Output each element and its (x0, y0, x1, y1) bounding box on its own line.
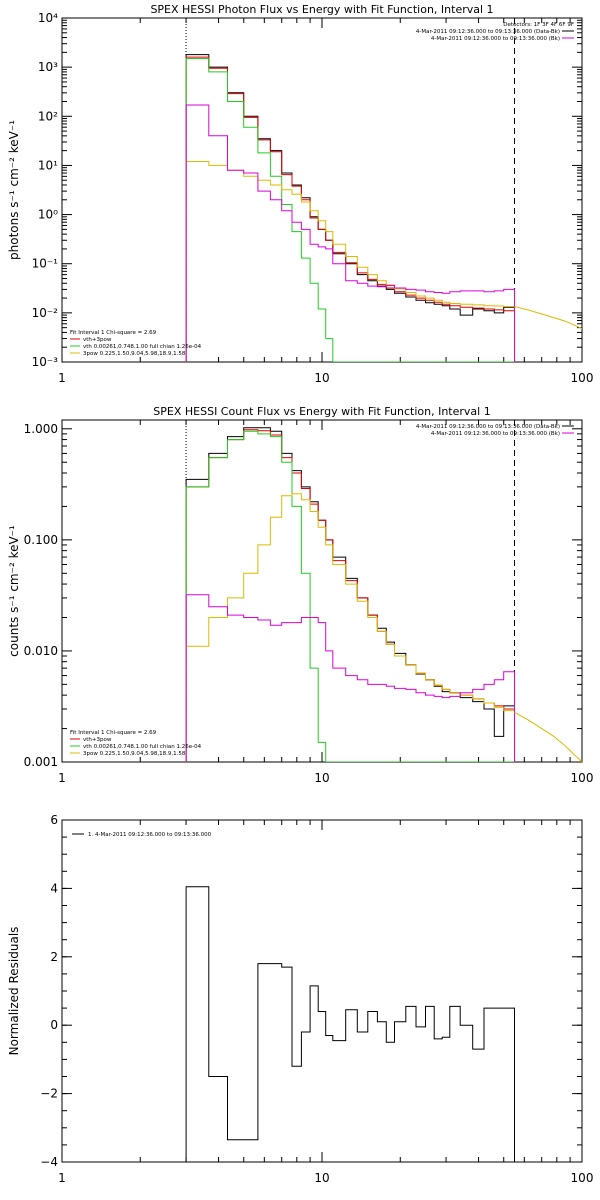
legend-entry-label: vth 0.00261,0.748,1.00 full chian 1.26e-… (83, 344, 202, 350)
x-tick-label: 100 (571, 1171, 594, 1185)
y-tick-label: 0.010 (24, 644, 58, 658)
y-tick-label: −4 (40, 1155, 58, 1169)
y-tick-label: 6 (50, 813, 58, 827)
x-tick-label: 1 (58, 1171, 66, 1185)
legend-entry-label: 4-Mar-2011 09:12:36.000 to 09:13:36.000 … (431, 431, 560, 437)
series-2-line (185, 430, 515, 762)
series-0-line (185, 427, 515, 762)
y-tick-label: 10⁻¹ (32, 257, 59, 271)
model-extension-line (514, 711, 582, 762)
legend-header: Fit Interval 1 Chi-square = 2.69 (70, 330, 157, 336)
y-axis-label: photons s⁻¹ cm⁻² keV⁻¹ (7, 120, 21, 260)
legend-entry-label: 4-Mar-2011 09:12:36.000 to 09:13:36.000 … (431, 36, 560, 42)
series-0-line (185, 54, 515, 362)
legend-entry-label: 1. 4-Mar-2011 09:12:36.000 to 09:13:36.0… (88, 832, 212, 838)
series-1-line (185, 429, 515, 762)
x-tick-label: 10 (314, 371, 329, 385)
y-axis-label: counts s⁻¹ cm⁻² keV⁻¹ (7, 525, 21, 657)
y-tick-label: 10³ (38, 60, 58, 74)
legend-header: Fit Interval 1 Chi-square = 2.69 (70, 730, 157, 736)
series-1-line (185, 56, 515, 362)
plot-area (185, 886, 515, 1162)
y-tick-label: 10⁴ (38, 11, 58, 25)
y-tick-label: 4 (50, 881, 58, 895)
series-4-line (185, 104, 515, 362)
plot-area (185, 18, 582, 362)
y-tick-label: 1.000 (24, 422, 58, 436)
x-tick-label: 100 (571, 771, 594, 785)
y-tick-label: 10¹ (38, 158, 58, 172)
series-3-line (185, 161, 515, 362)
series-3-line (185, 493, 515, 762)
x-tick-label: 100 (571, 371, 594, 385)
model-extension-line (514, 306, 582, 329)
count-flux-plot: SPEX HESSI Count Flux vs Energy with Fit… (7, 405, 593, 785)
chart-title: SPEX HESSI Photon Flux vs Energy with Fi… (150, 3, 493, 16)
series-4-line (185, 594, 515, 762)
y-tick-label: 0 (50, 1018, 58, 1032)
plot-frame (61, 819, 583, 1163)
y-tick-label: 2 (50, 950, 58, 964)
residuals-plot: Normalized Residuals 1 10 100 −4 −2 0 2 4 6 1. 4-M… (7, 813, 593, 1185)
plot-area (185, 420, 582, 762)
photon-flux-plot: SPEX HESSI Photon Flux vs Energy with Fi… (7, 3, 593, 385)
legend-entry-label: 3pow 0.225,1.50,9.04,5.98,18.9,1.58 (83, 751, 186, 757)
legend-entry-label: 3pow 0.225,1.50,9.04,5.98,18.9,1.58 (83, 351, 186, 357)
legend-entry-label: vth+3pow (83, 337, 112, 343)
legend-entry-label: 4-Mar-2011 09:12:36.000 to 09:13:36.000 … (416, 29, 560, 35)
y-tick-label: 10⁰ (38, 208, 58, 222)
x-tick-label: 1 (58, 371, 66, 385)
legend-entry-label: 4-Mar-2011 09:12:36.000 to 09:13:36.000 … (416, 424, 560, 430)
x-tick-label: 10 (314, 771, 329, 785)
y-tick-label: 0.100 (24, 533, 58, 547)
y-tick-label: 10⁻³ (32, 355, 59, 369)
y-axis-label: Normalized Residuals (7, 927, 21, 1056)
series-0-line (185, 886, 515, 1162)
y-tick-label: −2 (40, 1087, 58, 1101)
y-tick-label: 10⁻² (32, 306, 59, 320)
legend-entry-label: vth+3pow (83, 737, 112, 743)
chart-title: SPEX HESSI Count Flux vs Energy with Fit… (153, 405, 490, 418)
legend-entry-label: vth 0.00261,0.748,1.00 full chian 1.26e-… (83, 744, 202, 750)
y-tick-label: 0.001 (24, 755, 58, 769)
legend-detectors: Detectors: 1F 3F 4F 6F 9F (503, 22, 574, 28)
x-tick-label: 10 (314, 1171, 329, 1185)
x-tick-label: 1 (58, 771, 66, 785)
y-tick-label: 10² (38, 109, 58, 123)
series-2-line (185, 58, 515, 362)
